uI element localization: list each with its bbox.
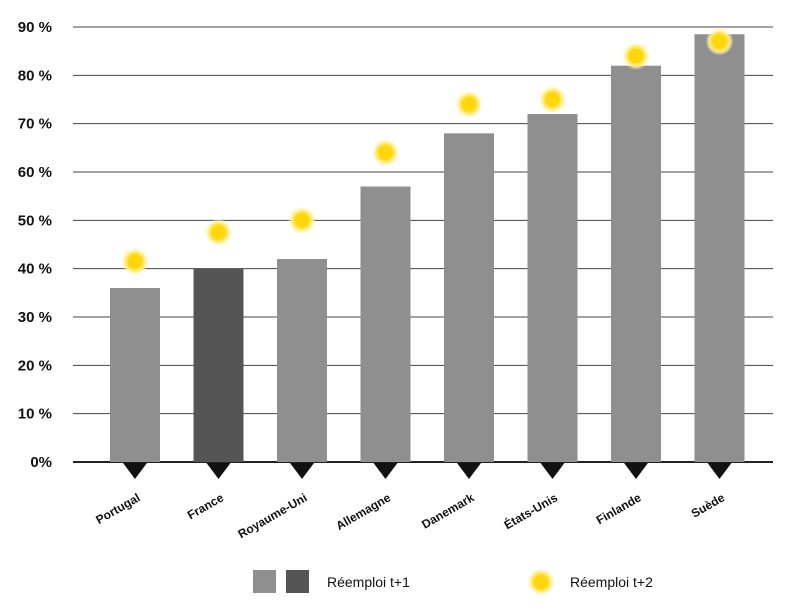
y-tick-label: 20 % <box>18 357 52 374</box>
point <box>378 145 393 160</box>
bar <box>360 186 411 462</box>
y-tick-label: 90 % <box>18 19 52 36</box>
y-tick-label: 50 % <box>18 212 52 229</box>
grid-lines <box>73 26 773 463</box>
legend-label-bars: Réemploi t+1 <box>327 574 410 590</box>
bar <box>110 288 160 462</box>
y-tick-label: 40 % <box>18 261 52 278</box>
x-category-label: Suède <box>689 490 727 520</box>
x-category-label: Finlande <box>594 490 644 527</box>
category-marker <box>373 463 398 479</box>
legend: Réemploi t+1 Réemploi t+2 <box>253 568 653 596</box>
y-tick-label: 60 % <box>18 164 52 181</box>
y-tick-label: 30 % <box>18 309 52 326</box>
category-marker <box>457 463 481 479</box>
category-marker <box>707 463 732 479</box>
point <box>629 49 643 63</box>
bars <box>110 34 745 463</box>
category-markers <box>123 463 732 479</box>
x-category-label: Portugal <box>93 490 142 526</box>
y-tick-label: 80 % <box>18 67 52 84</box>
category-marker <box>290 463 314 479</box>
bar <box>611 65 661 463</box>
x-axis-category-labels: Portugal France Royaume-Uni Allemagne Danema… <box>93 489 727 541</box>
legend-swatch-light <box>253 570 276 593</box>
bar <box>694 34 745 462</box>
y-tick-label: 0% <box>30 454 52 471</box>
bar <box>277 259 327 462</box>
x-category-label: Royaume-Uni <box>236 490 310 541</box>
point <box>211 225 226 240</box>
category-marker <box>206 463 231 479</box>
point <box>295 213 309 228</box>
x-category-label: États-Unis <box>501 489 560 532</box>
point <box>545 92 560 107</box>
x-category-label: Danemark <box>419 490 477 531</box>
bar <box>527 114 578 462</box>
point <box>712 34 727 49</box>
category-marker <box>123 463 147 479</box>
points <box>121 27 734 276</box>
legend-point <box>534 575 548 589</box>
bar <box>444 133 494 463</box>
category-marker <box>624 463 648 479</box>
bar <box>193 268 244 462</box>
y-tick-label: 10 % <box>18 406 52 423</box>
legend-label-points: Réemploi t+2 <box>570 574 653 590</box>
y-tick-label: 70 % <box>18 116 52 133</box>
category-marker <box>540 463 565 479</box>
x-category-label: Allemagne <box>333 490 393 533</box>
y-axis-tick-labels: 0% 10 % 20 % 30 % 40 % 50 % 60 % 70 % 80 % 90 % <box>18 19 52 471</box>
legend-swatch-dark <box>286 570 309 593</box>
x-category-label: France <box>185 490 226 522</box>
point <box>462 97 476 112</box>
point <box>128 254 142 269</box>
